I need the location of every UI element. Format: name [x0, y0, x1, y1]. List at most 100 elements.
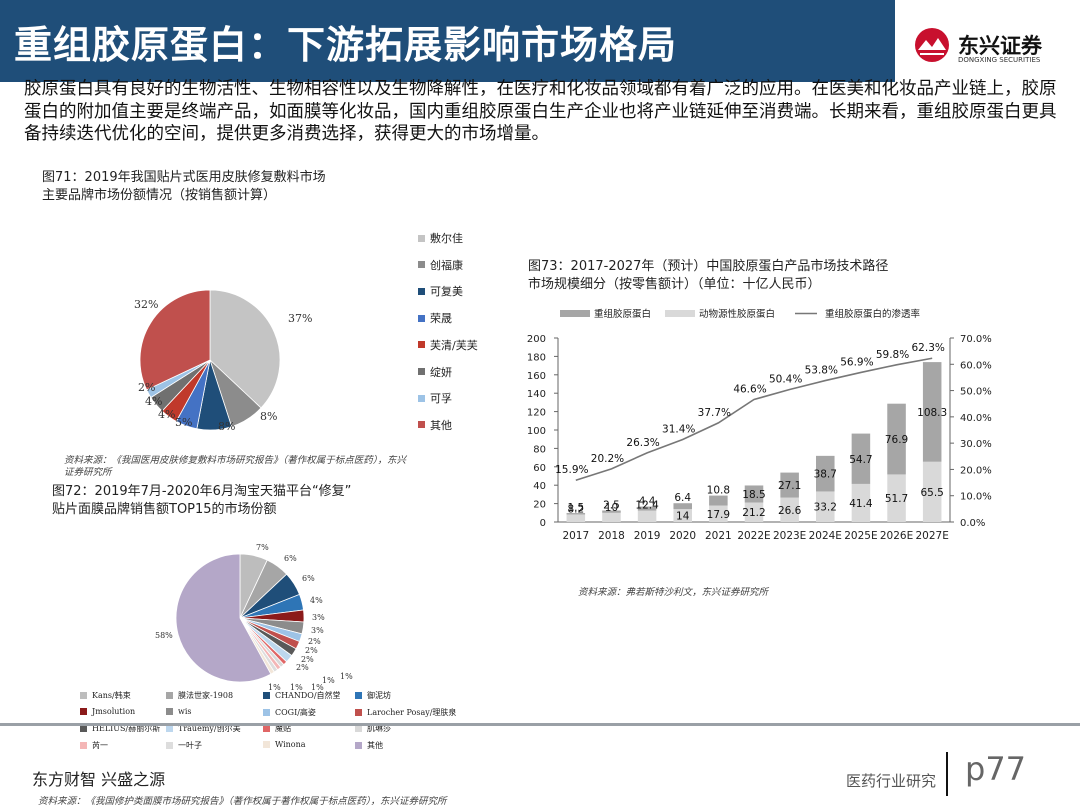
page-number: p77	[965, 750, 1027, 788]
animal-value-label: 17.9	[707, 509, 730, 521]
footer-section: 医药行业研究	[846, 772, 937, 790]
legend-label: Trauemy/创尔美	[178, 724, 241, 733]
fig71-label-2: 8%	[218, 420, 236, 433]
recombinant-value-label: 54.7	[849, 454, 872, 466]
fig72-legend-item-6: COGI/高姿	[263, 707, 316, 718]
fig72-label-3: 4%	[310, 596, 323, 605]
bar-recombinant-2026E	[887, 403, 906, 475]
fig71-slice-7	[139, 289, 211, 391]
logo-subtitle: DONGXING SECURITIES	[958, 56, 1041, 64]
y2-tick-label: 50.0%	[960, 387, 992, 398]
y-tick-label: 100	[527, 426, 546, 437]
fig73-caption-line2: 市场规模细分（按零售额计）（单位：十亿人民币）	[528, 277, 821, 292]
x-tick-label: 2027E	[916, 530, 949, 542]
legend-swatch	[166, 741, 173, 749]
bar-recombinant-2017	[566, 513, 586, 515]
fig72-label-7: 2%	[305, 646, 318, 655]
fig72-legend-item-3: 御泥坊	[355, 690, 391, 701]
fig72-label-1: 6%	[284, 554, 297, 563]
fig72-legend-item-1: 膜法世家-1908	[166, 690, 233, 701]
legend-swatch	[418, 261, 425, 269]
recombinant-value-label: 1.5	[567, 502, 584, 514]
legend-label: 魔贴	[275, 724, 291, 733]
fig71-legend-item-7: 其他	[418, 417, 452, 433]
fig72-legend-item-15: 其他	[355, 740, 383, 751]
legend-swatch	[355, 725, 362, 732]
fig71-source-line1: 资料来源：《我国医用皮肤修复敷料市场研究报告》（著作权属于标点医药），东兴	[64, 455, 407, 466]
fig71-legend-item-5: 绽妍	[418, 364, 452, 380]
legend-swatch	[560, 310, 590, 317]
x-tick-label: 2025E	[844, 530, 877, 542]
legend-swatch	[355, 741, 362, 749]
footer-separator	[946, 752, 948, 796]
legend-label: HELIUS/赫丽尔斯	[92, 724, 161, 733]
legend-label: 一叶子	[178, 740, 202, 750]
legend-label: 荣晟	[430, 312, 452, 326]
bar-animal-2027E	[922, 461, 942, 522]
legend-label: 膜法世家-1908	[178, 691, 234, 700]
animal-value-label: 51.7	[885, 493, 908, 505]
bar-animal-2026E	[887, 474, 906, 522]
y-tick-label: 80	[533, 444, 546, 455]
bar-recombinant-2027E	[922, 362, 942, 462]
x-tick-label: 2024E	[809, 530, 842, 542]
recombinant-value-label: 6.4	[674, 492, 691, 504]
penetration-label: 53.8%	[805, 365, 838, 377]
y-tick-label: 0	[540, 518, 546, 529]
fig72-legend-item-0: Kans/韩束	[80, 690, 131, 701]
animal-value-label: 21.2	[742, 507, 765, 519]
fig72-label-14: 1%	[268, 683, 281, 692]
x-tick-label: 2023E	[773, 530, 806, 542]
legend-swatch	[166, 725, 173, 732]
fig72-legend-item-9: Trauemy/创尔美	[166, 723, 241, 734]
bar-recombinant-2025E	[851, 433, 871, 484]
footer-slogan: 东方财智 兴盛之源	[32, 770, 166, 789]
animal-value-label: 41.4	[849, 498, 873, 510]
legend-swatch	[166, 692, 173, 699]
fig72-label-5: 3%	[311, 626, 324, 635]
penetration-label: 62.3%	[912, 342, 945, 354]
y-tick-label: 160	[527, 371, 546, 382]
legend-swatch	[80, 692, 87, 699]
fig72-legend-item-14: Winona	[263, 740, 306, 749]
y2-tick-label: 10.0%	[960, 492, 992, 503]
bar-animal-2019	[637, 510, 657, 522]
legend-label: CHANDO/自然堂	[275, 691, 341, 700]
fig72-legend-item-7: Larocher Posay/理肤泉	[355, 707, 456, 718]
penetration-label: 46.6%	[733, 384, 766, 396]
animal-value-label: 65.5	[920, 487, 943, 499]
y-tick-label: 120	[527, 408, 546, 419]
title-bar	[0, 0, 895, 82]
page-title: 重组胶原蛋白：下游拓展影响市场格局	[14, 23, 678, 67]
x-tick-label: 2021	[705, 530, 732, 542]
fig71-legend-item-0: 敷尔佳	[418, 230, 463, 246]
x-tick-label: 2022E	[737, 530, 770, 542]
legend-swatch	[263, 692, 270, 699]
legend-swatch	[263, 740, 270, 748]
fig72-legend-item-12: 芮一	[80, 740, 108, 751]
logo-area	[895, 0, 1080, 82]
fig72-label-13: 1%	[290, 683, 303, 692]
fig71-label-0: 37%	[288, 312, 313, 325]
recombinant-value-label: 2.5	[603, 500, 620, 512]
legend-label: Jmsolution	[92, 706, 136, 716]
fig72-label-2: 6%	[302, 574, 315, 583]
fig71-legend-item-3: 荣晟	[418, 310, 452, 326]
bar-animal-2021	[709, 505, 728, 522]
x-tick-label: 2020	[669, 530, 696, 542]
fig72-caption-line2: 贴片面膜品牌销售额TOP15的市场份额	[52, 502, 277, 517]
legend-swatch	[665, 310, 695, 317]
bar-animal-2025E	[851, 483, 871, 522]
legend-swatch	[418, 421, 425, 429]
y-tick-label: 40	[533, 481, 546, 492]
legend-swatch	[263, 708, 270, 716]
fig72-pie-chart	[175, 553, 305, 683]
legend-label: 敷尔佳	[430, 232, 463, 245]
legend-label: 重组胶原蛋白	[594, 308, 651, 320]
y-tick-label: 20	[533, 500, 546, 511]
fig71-source-line2: 证券研究所	[64, 467, 112, 478]
legend-swatch	[355, 708, 362, 716]
legend-label: Kans/韩束	[92, 691, 131, 700]
dongxing-logo-icon	[915, 28, 949, 62]
animal-value-label: 10	[605, 502, 618, 514]
